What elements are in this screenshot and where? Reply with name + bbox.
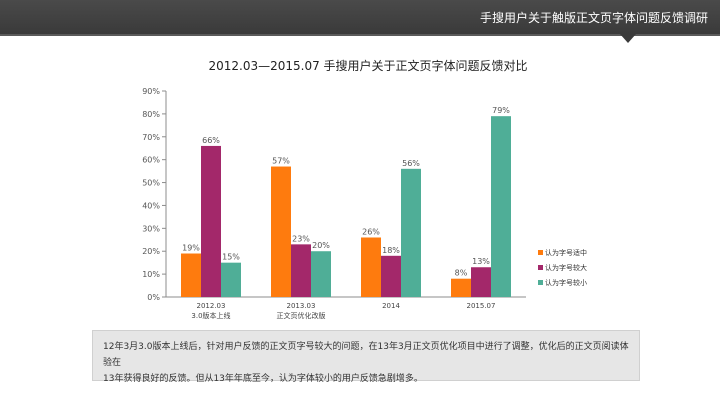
data-label: 26% <box>362 227 380 236</box>
y-tick-label: 40% <box>142 201 160 210</box>
y-tick-label: 20% <box>142 247 160 256</box>
bar <box>471 267 491 297</box>
data-label: 20% <box>312 241 330 250</box>
y-tick-label: 50% <box>142 179 160 188</box>
header-title: 手搜用户关于触版正文页字体问题反馈调研 <box>479 11 708 25</box>
x-tick-label: 2015.07 <box>467 302 496 310</box>
description-line-2: 13年获得良好的反馈。但从13年年底至今，认为字体较小的用户反馈急剧增多。 <box>103 374 423 384</box>
header-notch <box>620 34 636 43</box>
chart-title: 2012.03—2015.07 手搜用户关于正文页字体问题反馈对比 <box>208 58 527 73</box>
data-label: 13% <box>472 257 490 266</box>
y-tick-label: 30% <box>142 224 160 233</box>
x-tick-label: 2012.03 <box>197 302 226 310</box>
bar <box>271 166 291 297</box>
x-tick-label: 正文页优化改版 <box>277 311 326 320</box>
data-label: 79% <box>492 106 510 115</box>
data-label: 57% <box>272 157 290 166</box>
data-label: 19% <box>182 244 200 253</box>
legend-label: 认为字号较小 <box>545 278 587 287</box>
bar <box>491 116 511 297</box>
description-box: 12年3月3.0版本上线后，针对用户反馈的正文页字号较大的问题，在13年3月正文… <box>92 330 640 384</box>
data-label: 66% <box>202 136 220 145</box>
legend-label: 认为字号适中 <box>545 248 587 257</box>
bar <box>381 255 401 297</box>
data-label: 8% <box>455 269 468 278</box>
bar <box>361 237 381 297</box>
y-tick-label: 70% <box>142 133 160 142</box>
y-tick-label: 80% <box>142 110 160 119</box>
header-divider <box>0 34 720 36</box>
data-label: 56% <box>402 159 420 168</box>
bar <box>181 253 201 297</box>
y-tick-label: 0% <box>147 293 160 302</box>
data-label: 15% <box>222 253 240 262</box>
legend-label: 认为字号较大 <box>545 263 587 272</box>
bar <box>201 145 221 297</box>
bar-chart: 2012.03—2015.07 手搜用户关于正文页字体问题反馈对比 0% 10% 2… <box>142 58 587 320</box>
data-label: 18% <box>382 246 400 255</box>
y-tick-label: 10% <box>142 270 160 279</box>
x-tick-label: 2014 <box>382 302 400 310</box>
header-bar: 手搜用户关于触版正文页字体问题反馈调研 <box>0 0 720 34</box>
bar <box>291 244 311 297</box>
bar <box>401 168 421 297</box>
legend-swatch <box>538 250 543 255</box>
x-tick-label: 2013.03 <box>287 302 316 310</box>
legend-swatch <box>538 280 543 285</box>
legend-swatch <box>538 265 543 270</box>
data-label: 23% <box>292 234 310 243</box>
bar <box>451 278 471 297</box>
x-tick-label: 3.0版本上线 <box>191 311 230 320</box>
y-tick-label: 90% <box>142 87 160 96</box>
description-line-1: 12年3月3.0版本上线后，针对用户反馈的正文页字号较大的问题，在13年3月正文… <box>103 342 629 368</box>
bar <box>221 262 241 297</box>
bar <box>311 251 331 297</box>
y-tick-label: 60% <box>142 156 160 165</box>
